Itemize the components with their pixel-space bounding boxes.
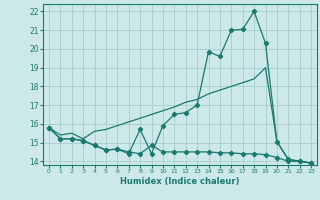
X-axis label: Humidex (Indice chaleur): Humidex (Indice chaleur) bbox=[120, 177, 240, 186]
